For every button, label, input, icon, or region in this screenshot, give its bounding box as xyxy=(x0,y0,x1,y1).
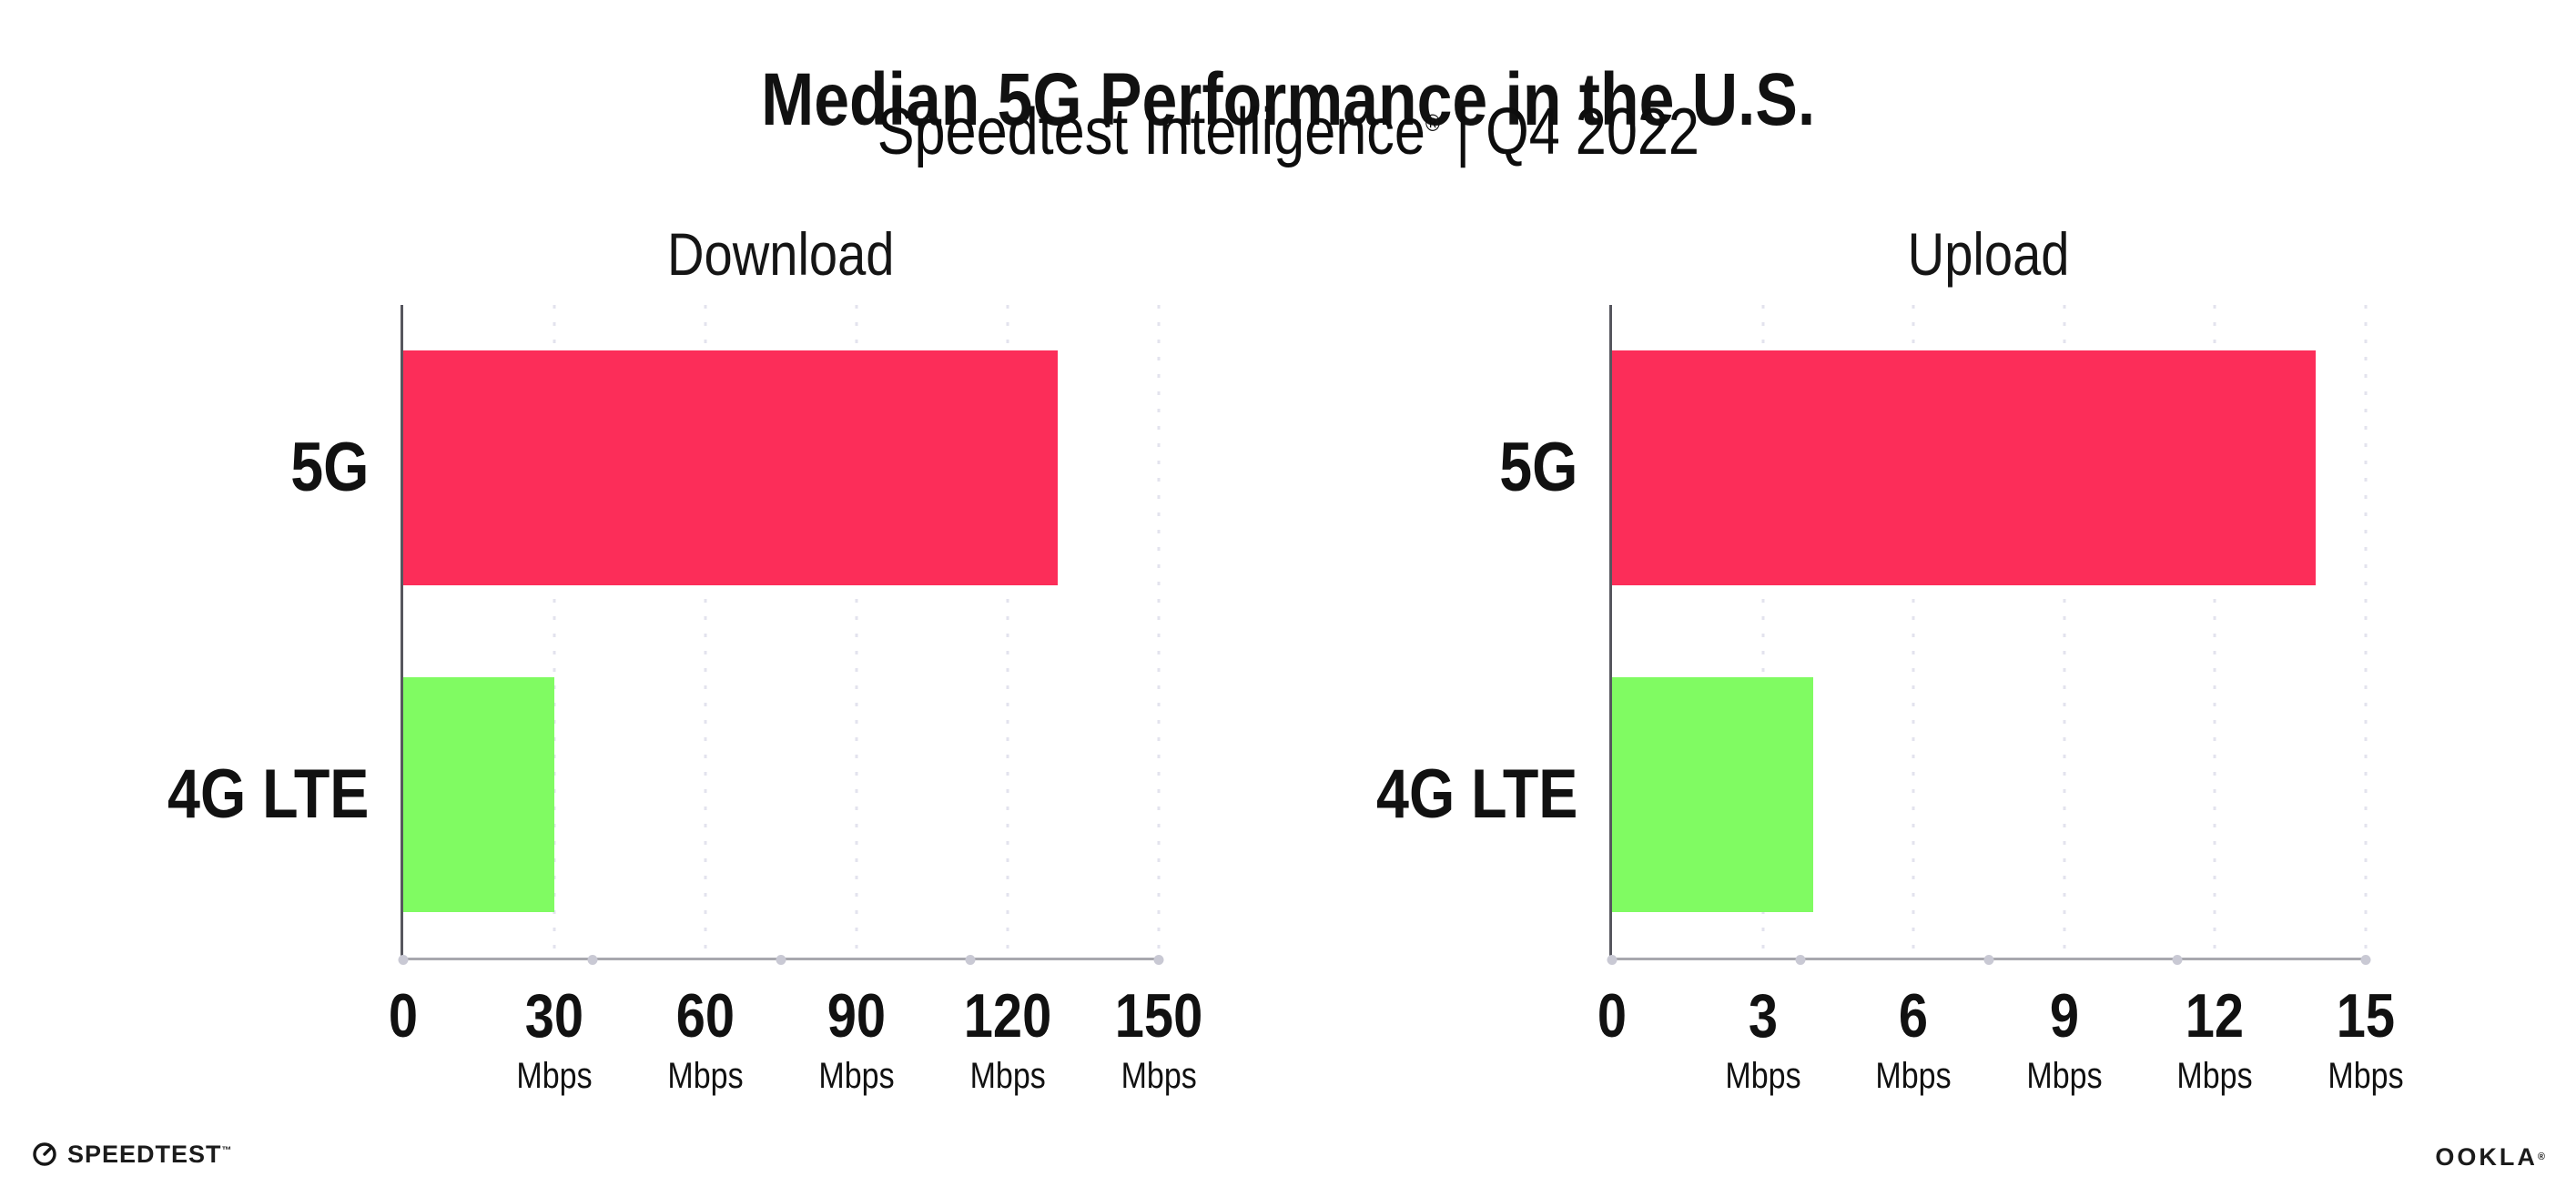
category-label-5g: 5G xyxy=(1498,429,1577,507)
x-tick-label: 120 Mbps xyxy=(956,985,1059,1094)
x-tick-label: 0 xyxy=(1595,985,1629,1047)
gridline xyxy=(1006,305,1009,958)
bar-4g-lte-upload xyxy=(1612,676,1813,912)
download-x-axis-labels: 0 30 Mbps 60 Mbps 90 Mbps 120 Mbps 150 Mbps xyxy=(389,985,1202,1112)
page-title: Median 5G Performance in the U.S. xyxy=(0,57,2576,141)
download-chart-title: Download xyxy=(667,220,895,288)
upload-chart-title: Upload xyxy=(1908,220,2070,288)
x-tick-label: 30 Mbps xyxy=(510,985,599,1094)
axis-tick-dot xyxy=(1795,955,1806,965)
axis-tick-dot xyxy=(965,955,975,965)
x-tick-number: 150 xyxy=(1114,981,1203,1050)
x-tick-number: 30 xyxy=(524,981,584,1050)
gridline xyxy=(855,305,858,958)
x-tick-label: 3 Mbps xyxy=(1719,985,1808,1094)
speedtest-logo: SPEEDTEST™ xyxy=(31,1138,232,1171)
gridline xyxy=(1912,305,1915,958)
x-tick-unit: Mbps xyxy=(667,1056,744,1096)
x-tick-label: 9 Mbps xyxy=(2020,985,2109,1094)
axis-tick-dot xyxy=(1607,955,1618,965)
x-tick-unit: Mbps xyxy=(969,1056,1046,1096)
subtitle-brand: Speedtest Intelligence xyxy=(877,96,1425,168)
x-tick-label: 60 Mbps xyxy=(661,985,750,1094)
category-label-5g: 5G xyxy=(289,429,369,507)
speedtest-gauge-icon xyxy=(33,1142,56,1166)
download-plot-area xyxy=(398,305,1164,965)
page-subtitle: Speedtest Intelligence® | Q4 2022 xyxy=(0,96,2576,168)
x-tick-number: 15 xyxy=(2336,981,2396,1050)
x-tick-unit: Mbps xyxy=(2328,1056,2404,1096)
axis-tick-dot xyxy=(587,955,597,965)
axis-tick-dot xyxy=(1153,955,1164,965)
ookla-logo: OOKLA ® xyxy=(2435,1143,2545,1171)
axis-tick-dot xyxy=(2172,955,2183,965)
category-label-4g-lte: 4G LTE xyxy=(167,755,369,833)
axis-tick-dot xyxy=(776,955,786,965)
bar-5g-download xyxy=(403,350,1059,586)
x-tick-unit: Mbps xyxy=(1875,1056,1952,1096)
ookla-registered-mark: ® xyxy=(2537,1151,2545,1162)
x-tick-label: 90 Mbps xyxy=(812,985,901,1094)
trademark-mark: ™ xyxy=(221,1144,232,1156)
x-tick-number: 3 xyxy=(1748,981,1778,1050)
x-tick-label: 6 Mbps xyxy=(1869,985,1958,1094)
upload-plot-area xyxy=(1607,305,2371,965)
x-tick-unit: Mbps xyxy=(1121,1056,1197,1096)
gridline xyxy=(2364,305,2368,958)
gridline xyxy=(1157,305,1161,958)
x-tick-number: 6 xyxy=(1899,981,1929,1050)
gridline xyxy=(704,305,707,958)
gridline xyxy=(553,305,556,958)
x-tick-number: 0 xyxy=(388,981,419,1050)
gridline xyxy=(2063,305,2066,958)
bar-5g-upload xyxy=(1612,350,2316,586)
upload-chart: Upload 0 3 Mbps 6 Mbps 9 Mbps 12 Mbps 15 Mbps 5G 4G… xyxy=(1376,0,2404,1197)
x-tick-label: 15 Mbps xyxy=(2321,985,2410,1094)
x-tick-unit: Mbps xyxy=(818,1056,895,1096)
x-tick-unit: Mbps xyxy=(1725,1056,1801,1096)
x-tick-number: 12 xyxy=(2186,981,2245,1050)
x-tick-number: 0 xyxy=(1597,981,1628,1050)
upload-x-axis-labels: 0 3 Mbps 6 Mbps 9 Mbps 12 Mbps 15 Mbps xyxy=(1597,985,2404,1112)
axis-tick-dot xyxy=(1983,955,1994,965)
x-tick-number: 90 xyxy=(827,981,887,1050)
axis-tick-dot xyxy=(398,955,409,965)
x-tick-unit: Mbps xyxy=(516,1056,593,1096)
x-tick-unit: Mbps xyxy=(2026,1056,2103,1096)
x-tick-number: 120 xyxy=(963,981,1052,1050)
x-tick-number: 9 xyxy=(2049,981,2079,1050)
x-tick-unit: Mbps xyxy=(2176,1056,2253,1096)
category-label-4g-lte: 4G LTE xyxy=(1375,755,1577,833)
axis-tick-dot xyxy=(2360,955,2371,965)
gridline xyxy=(2213,305,2216,958)
download-chart: Download 0 30 Mbps 60 Mbps 90 Mbps 120 Mbps 150 Mb… xyxy=(167,0,1203,1197)
speedtest-wordmark: SPEEDTEST™ xyxy=(67,1140,232,1168)
x-tick-number: 60 xyxy=(675,981,735,1050)
bar-4g-lte-download xyxy=(403,676,554,912)
x-tick-label: 12 Mbps xyxy=(2170,985,2259,1094)
x-tick-label: 150 Mbps xyxy=(1107,985,1210,1094)
gridline xyxy=(1761,305,1765,958)
subtitle-period: | Q4 2022 xyxy=(1439,96,1699,168)
x-tick-label: 0 xyxy=(386,985,421,1047)
ookla-wordmark: OOKLA xyxy=(2435,1142,2538,1171)
page-title-text: Median 5G Performance in the U.S. xyxy=(760,57,1816,141)
registered-mark: ® xyxy=(1425,109,1440,137)
